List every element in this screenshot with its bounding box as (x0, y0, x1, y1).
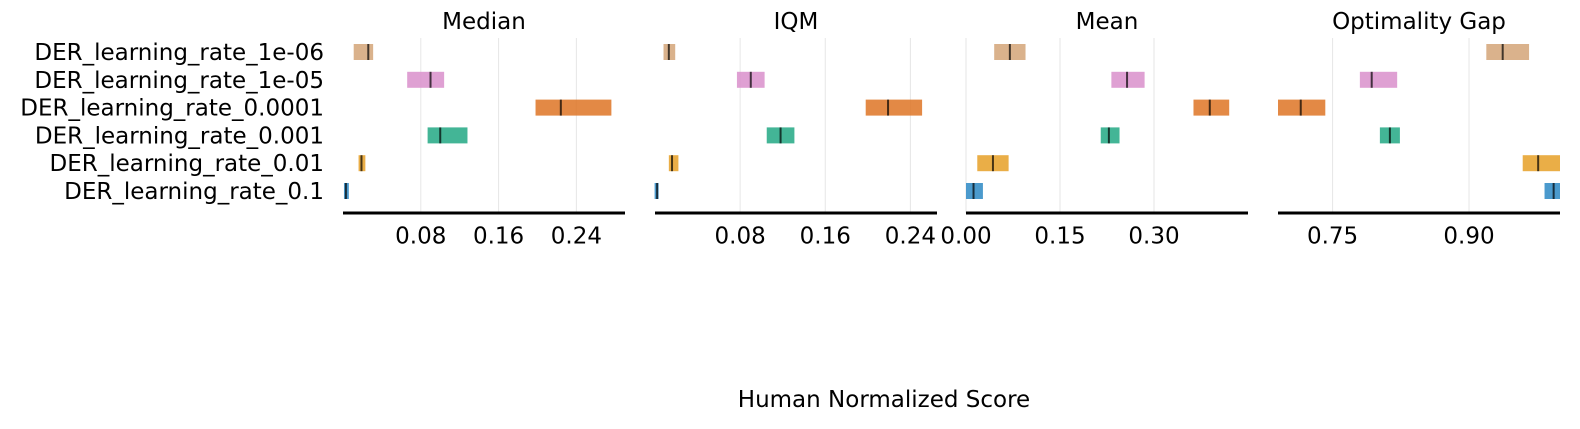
interval-bar (1193, 99, 1230, 116)
interval-bar (865, 99, 923, 116)
interval-bar (535, 99, 612, 116)
interval-bar (353, 44, 374, 60)
panel-median: Median 0.08 0.16 0.24 (343, 9, 625, 250)
panel-iqm: IQM 0.08 0.16 0.24 (654, 9, 937, 250)
x-tick-label: 0.24 (885, 224, 936, 250)
panel-optimality-gap: Optimality Gap 0.75 0.90 (1278, 9, 1560, 250)
y-tick-label: DER_learning_rate_0.01 (50, 151, 324, 177)
panel-mean: Mean 0.00 0.15 0.30 (940, 9, 1248, 250)
interval-bar (1359, 71, 1398, 88)
x-axis-label: Human Normalized Score (738, 387, 1030, 413)
interval-bar (1100, 127, 1120, 144)
x-tick-label: 0.08 (715, 224, 766, 250)
x-tick-label: 0.15 (1034, 224, 1085, 250)
x-tick-label: 0.16 (800, 224, 851, 250)
interval-bar (407, 71, 445, 88)
y-tick-label: DER_learning_rate_1e-05 (34, 68, 324, 94)
interval-bar (427, 127, 468, 144)
y-tick-label: DER_learning_rate_0.001 (35, 123, 324, 149)
panel-title: Median (442, 9, 526, 35)
y-tick-label: DER_learning_rate_1e-06 (34, 40, 324, 66)
interval-bar (1544, 183, 1560, 199)
x-tick-label: 0.90 (1443, 224, 1494, 250)
x-tick-label: 0.75 (1307, 224, 1358, 250)
panel-title: Mean (1076, 9, 1139, 35)
interval-bar (1486, 44, 1530, 60)
panel-title: Optimality Gap (1332, 9, 1506, 35)
x-tick-label: 0.16 (473, 224, 524, 250)
y-tick-label: DER_learning_rate_0.1 (64, 179, 324, 205)
x-tick-label: 0.30 (1128, 224, 1179, 250)
chart-panels: Median 0.08 0.16 0.24 IQM 0.08 0.16 0.24 Mean 0.0… (343, 9, 1560, 250)
panel-title: IQM (774, 9, 819, 35)
interval-bar (668, 155, 679, 172)
x-tick-label: 0.24 (551, 224, 602, 250)
interval-bar (1522, 155, 1560, 172)
x-tick-label: 0.08 (395, 224, 446, 250)
y-tick-label: DER_learning_rate_0.0001 (20, 96, 324, 122)
y-axis-labels: DER_learning_rate_1e-06DER_learning_rate… (20, 40, 324, 205)
x-tick-label: 0.00 (940, 224, 991, 250)
